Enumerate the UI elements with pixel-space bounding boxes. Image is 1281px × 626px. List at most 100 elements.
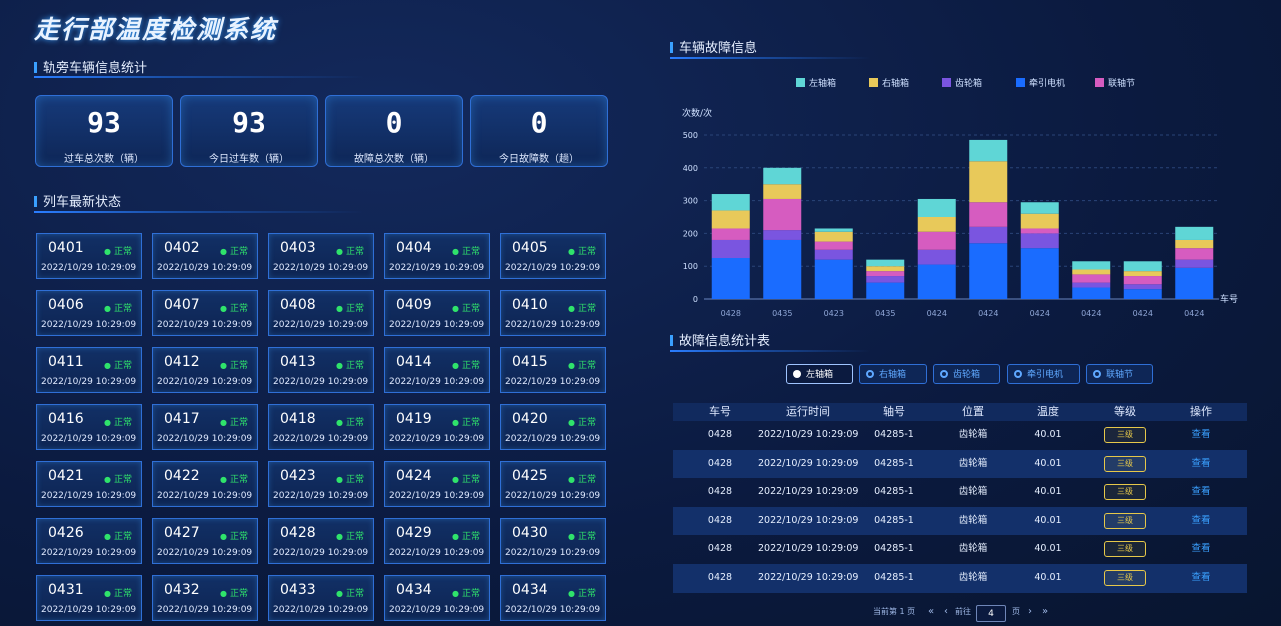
section-underline — [34, 76, 364, 78]
train-card[interactable]: 0417 正常 2022/10/29 10:29:09 — [152, 404, 258, 450]
bar-segment — [1175, 259, 1214, 268]
view-link[interactable]: 查看 — [1191, 514, 1211, 526]
table-header-cell: 运行时间 — [786, 405, 830, 418]
bar-segment — [814, 231, 853, 242]
train-card[interactable]: 0434 正常 2022/10/29 10:29:09 — [384, 575, 490, 621]
train-card[interactable]: 0403 正常 2022/10/29 10:29:09 — [268, 233, 374, 279]
train-card[interactable]: 0414 正常 2022/10/29 10:29:09 — [384, 347, 490, 393]
legend-item[interactable]: 右轴箱 — [869, 76, 909, 89]
train-card[interactable]: 0404 正常 2022/10/29 10:29:09 — [384, 233, 490, 279]
train-time: 2022/10/29 10:29:09 — [157, 434, 253, 444]
pager-last-button[interactable]: » — [1042, 606, 1049, 617]
filter-tab[interactable]: 左轴箱 — [786, 364, 853, 384]
train-number: 0426 — [48, 525, 84, 541]
stat-card: 0 今日故障数（趟） — [470, 95, 608, 167]
train-card[interactable]: 0416 正常 2022/10/29 10:29:09 — [36, 404, 142, 450]
legend-item[interactable]: 联轴节 — [1095, 76, 1135, 89]
train-time: 2022/10/29 10:29:09 — [273, 320, 369, 330]
train-card[interactable]: 0410 正常 2022/10/29 10:29:09 — [500, 290, 606, 336]
legend-item[interactable]: 牵引电机 — [1016, 76, 1065, 89]
bar-segment — [866, 282, 905, 299]
table-cell: 04285-1 — [874, 543, 914, 555]
view-link[interactable]: 查看 — [1191, 457, 1211, 469]
bar-segment — [763, 230, 802, 240]
view-link[interactable]: 查看 — [1191, 543, 1211, 555]
train-card[interactable]: 0418 正常 2022/10/29 10:29:09 — [268, 404, 374, 450]
bar-segment — [917, 231, 956, 250]
train-card[interactable]: 0425 正常 2022/10/29 10:29:09 — [500, 461, 606, 507]
train-number: 0434 — [512, 582, 548, 598]
table-cell: 齿轮箱 — [958, 514, 988, 526]
train-card[interactable]: 0412 正常 2022/10/29 10:29:09 — [152, 347, 258, 393]
stat-value: 0 — [530, 106, 548, 139]
view-link[interactable]: 查看 — [1191, 571, 1211, 583]
status-badge: 正常 — [220, 586, 248, 599]
train-card[interactable]: 0420 正常 2022/10/29 10:29:09 — [500, 404, 606, 450]
pager-prev-button[interactable]: ‹ — [944, 606, 948, 617]
train-card[interactable]: 0409 正常 2022/10/29 10:29:09 — [384, 290, 490, 336]
pager-first-button[interactable]: « — [928, 606, 935, 617]
train-time: 2022/10/29 10:29:09 — [389, 377, 485, 387]
table-header-cell: 位置 — [962, 405, 984, 418]
train-number: 0418 — [280, 411, 316, 427]
train-card[interactable]: 0426 正常 2022/10/29 10:29:09 — [36, 518, 142, 564]
train-card[interactable]: 0421 正常 2022/10/29 10:29:09 — [36, 461, 142, 507]
train-card[interactable]: 0429 正常 2022/10/29 10:29:09 — [384, 518, 490, 564]
y-tick-label: 300 — [683, 197, 698, 206]
train-card[interactable]: 0430 正常 2022/10/29 10:29:09 — [500, 518, 606, 564]
train-card[interactable]: 0434 正常 2022/10/29 10:29:09 — [500, 575, 606, 621]
bar-segment — [763, 167, 802, 185]
x-tick-label: 0428 — [721, 309, 741, 318]
train-card[interactable]: 0432 正常 2022/10/29 10:29:09 — [152, 575, 258, 621]
train-card[interactable]: 0408 正常 2022/10/29 10:29:09 — [268, 290, 374, 336]
train-card[interactable]: 0411 正常 2022/10/29 10:29:09 — [36, 347, 142, 393]
bar-segment — [969, 161, 1008, 203]
bar-segment — [1020, 233, 1059, 249]
train-number: 0404 — [396, 240, 432, 256]
filter-tab[interactable]: 联轴节 — [1086, 364, 1153, 384]
status-badge: 正常 — [336, 301, 364, 314]
train-card[interactable]: 0423 正常 2022/10/29 10:29:09 — [268, 461, 374, 507]
view-link[interactable]: 查看 — [1191, 429, 1211, 440]
bar-segment — [814, 228, 853, 232]
filter-tab[interactable]: 牵引电机 — [1007, 364, 1080, 384]
train-card[interactable]: 0431 正常 2022/10/29 10:29:09 — [36, 575, 142, 621]
train-card[interactable]: 0401 正常 2022/10/29 10:29:09 — [36, 233, 142, 279]
train-card[interactable]: 0427 正常 2022/10/29 10:29:09 — [152, 518, 258, 564]
train-number: 0420 — [512, 411, 548, 427]
table-cell: 40.01 — [1034, 514, 1062, 526]
legend-item[interactable]: 齿轮箱 — [942, 76, 982, 89]
table-cell: 04285-1 — [874, 571, 914, 583]
table-row: 0428 2022/10/29 10:29:09 04285-1 齿轮箱 40.01 三级… — [673, 535, 1247, 564]
filter-tab[interactable]: 右轴箱 — [859, 364, 927, 384]
bar-segment — [1123, 284, 1162, 290]
legend-item[interactable]: 左轴箱 — [796, 76, 836, 89]
train-card[interactable]: 0407 正常 2022/10/29 10:29:09 — [152, 290, 258, 336]
pager-next-button[interactable]: › — [1028, 606, 1032, 617]
y-tick-label: 0 — [693, 295, 698, 304]
table-cell: 齿轮箱 — [958, 486, 988, 498]
train-card[interactable]: 0402 正常 2022/10/29 10:29:09 — [152, 233, 258, 279]
pager-page-input[interactable]: 4 — [976, 605, 1006, 622]
train-card[interactable]: 0433 正常 2022/10/29 10:29:09 — [268, 575, 374, 621]
train-card[interactable]: 0406 正常 2022/10/29 10:29:09 — [36, 290, 142, 336]
train-card[interactable]: 0422 正常 2022/10/29 10:29:09 — [152, 461, 258, 507]
bar-segment — [1123, 261, 1162, 272]
table-row: 0428 2022/10/29 10:29:09 04285-1 齿轮箱 40.01 三级… — [673, 478, 1247, 507]
train-card[interactable]: 0428 正常 2022/10/29 10:29:09 — [268, 518, 374, 564]
radio-icon — [940, 370, 948, 378]
status-badge: 正常 — [220, 244, 248, 257]
train-card[interactable]: 0424 正常 2022/10/29 10:29:09 — [384, 461, 490, 507]
filter-tab-label: 右轴箱 — [879, 370, 907, 380]
bar-segment — [917, 217, 956, 232]
status-badge: 正常 — [104, 586, 132, 599]
filter-tab[interactable]: 齿轮箱 — [933, 364, 1000, 384]
table-cell: 0428 — [707, 543, 733, 555]
view-link[interactable]: 查看 — [1191, 486, 1211, 498]
train-card[interactable]: 0419 正常 2022/10/29 10:29:09 — [384, 404, 490, 450]
train-card[interactable]: 0415 正常 2022/10/29 10:29:09 — [500, 347, 606, 393]
status-badge: 正常 — [220, 529, 248, 542]
section-title-fault-table: 故障信息统计表 — [670, 330, 770, 349]
train-card[interactable]: 0413 正常 2022/10/29 10:29:09 — [268, 347, 374, 393]
train-card[interactable]: 0405 正常 2022/10/29 10:29:09 — [500, 233, 606, 279]
